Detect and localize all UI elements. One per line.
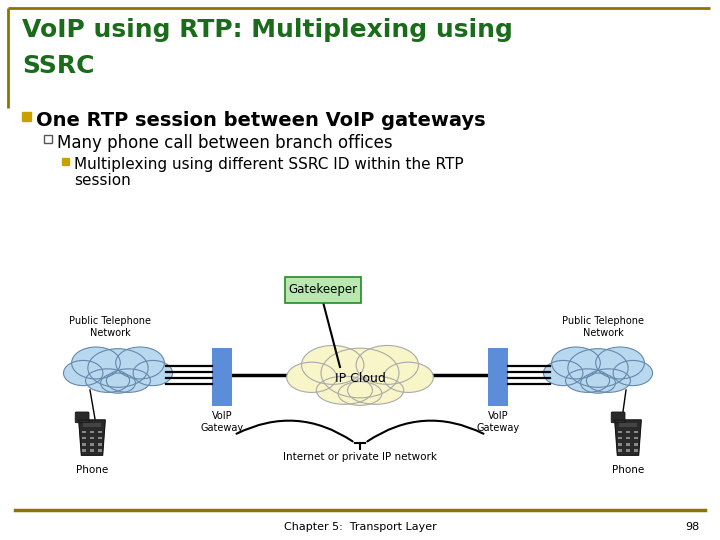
Text: VoIP
Gateway: VoIP Gateway	[477, 411, 520, 433]
FancyBboxPatch shape	[285, 277, 361, 303]
Ellipse shape	[552, 347, 600, 379]
Bar	[98, 449, 102, 451]
Bar	[618, 437, 622, 440]
Bar	[626, 437, 630, 440]
Ellipse shape	[384, 362, 433, 393]
Ellipse shape	[116, 347, 164, 379]
Bar	[626, 430, 630, 433]
Text: Public Telephone
Network: Public Telephone Network	[562, 316, 644, 338]
Text: Public Telephone
Network: Public Telephone Network	[69, 316, 151, 338]
Text: Phone: Phone	[612, 465, 644, 475]
Bar	[618, 449, 622, 451]
Text: One RTP session between VoIP gateways: One RTP session between VoIP gateways	[36, 111, 485, 130]
Polygon shape	[78, 420, 105, 455]
Bar	[82, 443, 86, 445]
Ellipse shape	[107, 369, 150, 393]
Ellipse shape	[356, 346, 418, 384]
Bar	[618, 423, 637, 427]
FancyBboxPatch shape	[75, 412, 89, 423]
Ellipse shape	[133, 360, 173, 386]
Text: Gatekeeper: Gatekeeper	[289, 284, 358, 296]
Bar	[626, 449, 630, 451]
Bar	[634, 430, 638, 433]
Bar	[22, 112, 31, 121]
Bar	[90, 437, 94, 440]
Bar	[82, 449, 86, 451]
Bar	[618, 430, 622, 433]
Bar	[82, 430, 86, 433]
Text: Internet or private IP network: Internet or private IP network	[283, 452, 437, 462]
Text: VoIP using RTP: Multiplexing using: VoIP using RTP: Multiplexing using	[22, 18, 513, 42]
Text: SSRC: SSRC	[22, 54, 94, 78]
Ellipse shape	[565, 369, 610, 393]
Text: Phone: Phone	[76, 465, 108, 475]
Bar	[618, 443, 622, 445]
Text: Multiplexing using different SSRC ID within the RTP: Multiplexing using different SSRC ID wit…	[74, 157, 464, 172]
FancyBboxPatch shape	[611, 412, 625, 423]
Bar	[98, 430, 102, 433]
Bar	[62, 158, 69, 165]
Ellipse shape	[86, 369, 130, 393]
Ellipse shape	[316, 376, 372, 404]
Bar	[83, 423, 102, 427]
Ellipse shape	[544, 360, 583, 386]
Bar	[634, 449, 638, 451]
Ellipse shape	[595, 347, 644, 379]
Ellipse shape	[568, 349, 628, 387]
Ellipse shape	[338, 382, 382, 406]
Ellipse shape	[101, 373, 135, 393]
Bar	[212, 348, 232, 406]
Bar	[626, 443, 630, 445]
Text: IP Cloud: IP Cloud	[335, 372, 385, 384]
Bar	[634, 437, 638, 440]
Ellipse shape	[63, 360, 103, 386]
Ellipse shape	[302, 346, 364, 384]
Bar	[82, 437, 86, 440]
Ellipse shape	[287, 362, 336, 393]
Polygon shape	[615, 420, 642, 455]
Bar	[44, 135, 52, 143]
Text: Many phone call between branch offices: Many phone call between branch offices	[57, 134, 392, 152]
Bar	[90, 449, 94, 451]
Ellipse shape	[586, 369, 631, 393]
Text: Chapter 5:  Transport Layer: Chapter 5: Transport Layer	[284, 522, 436, 532]
Bar	[634, 443, 638, 445]
Text: 98: 98	[685, 522, 700, 532]
Text: VoIP
Gateway: VoIP Gateway	[200, 411, 243, 433]
Ellipse shape	[580, 373, 616, 393]
Bar	[90, 443, 94, 445]
Ellipse shape	[613, 360, 652, 386]
Bar	[98, 437, 102, 440]
Bar	[488, 348, 508, 406]
Bar	[98, 443, 102, 445]
Text: session: session	[74, 173, 131, 188]
Bar	[90, 430, 94, 433]
Ellipse shape	[348, 376, 404, 404]
Ellipse shape	[88, 349, 148, 387]
Ellipse shape	[321, 348, 399, 398]
Ellipse shape	[71, 347, 120, 379]
